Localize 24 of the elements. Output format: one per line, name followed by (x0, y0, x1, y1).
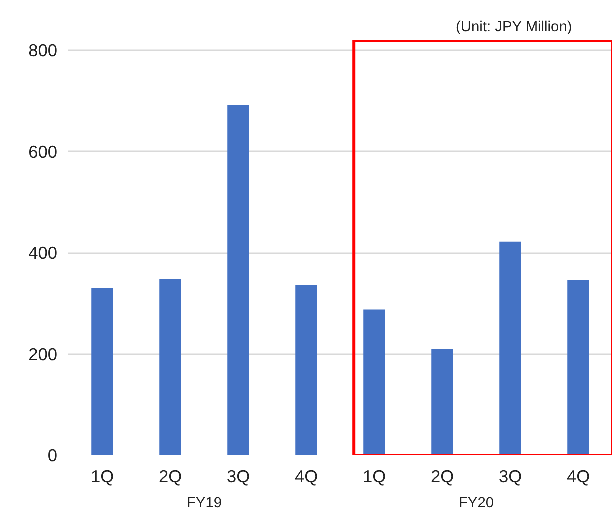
x-tick-label: 1Q (362, 466, 386, 486)
text: FY20 (458, 496, 494, 512)
x-tick-label: 2Q (430, 466, 454, 486)
y-tick-label: 200 (28, 344, 58, 364)
x-tick-label: 2Q (158, 466, 182, 486)
text: FY19 (186, 496, 222, 512)
bar (296, 285, 318, 456)
y-tick-label: 0 (48, 446, 58, 466)
bar (92, 288, 114, 456)
text: (Unit: JPY Million) (456, 20, 572, 36)
y-tick-label: 800 (28, 40, 58, 61)
x-tick-label: 1Q (90, 466, 114, 486)
x-tick-label: 3Q (498, 466, 522, 486)
y-tick-label: 400 (28, 243, 58, 264)
bar (500, 242, 522, 456)
bar (364, 310, 386, 456)
bar (568, 280, 590, 456)
bar (160, 279, 182, 456)
y-tick-label: 600 (28, 142, 58, 162)
bar (228, 105, 250, 456)
x-tick-label: 4Q (566, 466, 590, 486)
x-tick-label: 4Q (294, 466, 318, 486)
x-tick-label: 3Q (226, 466, 250, 486)
bar (432, 349, 454, 456)
